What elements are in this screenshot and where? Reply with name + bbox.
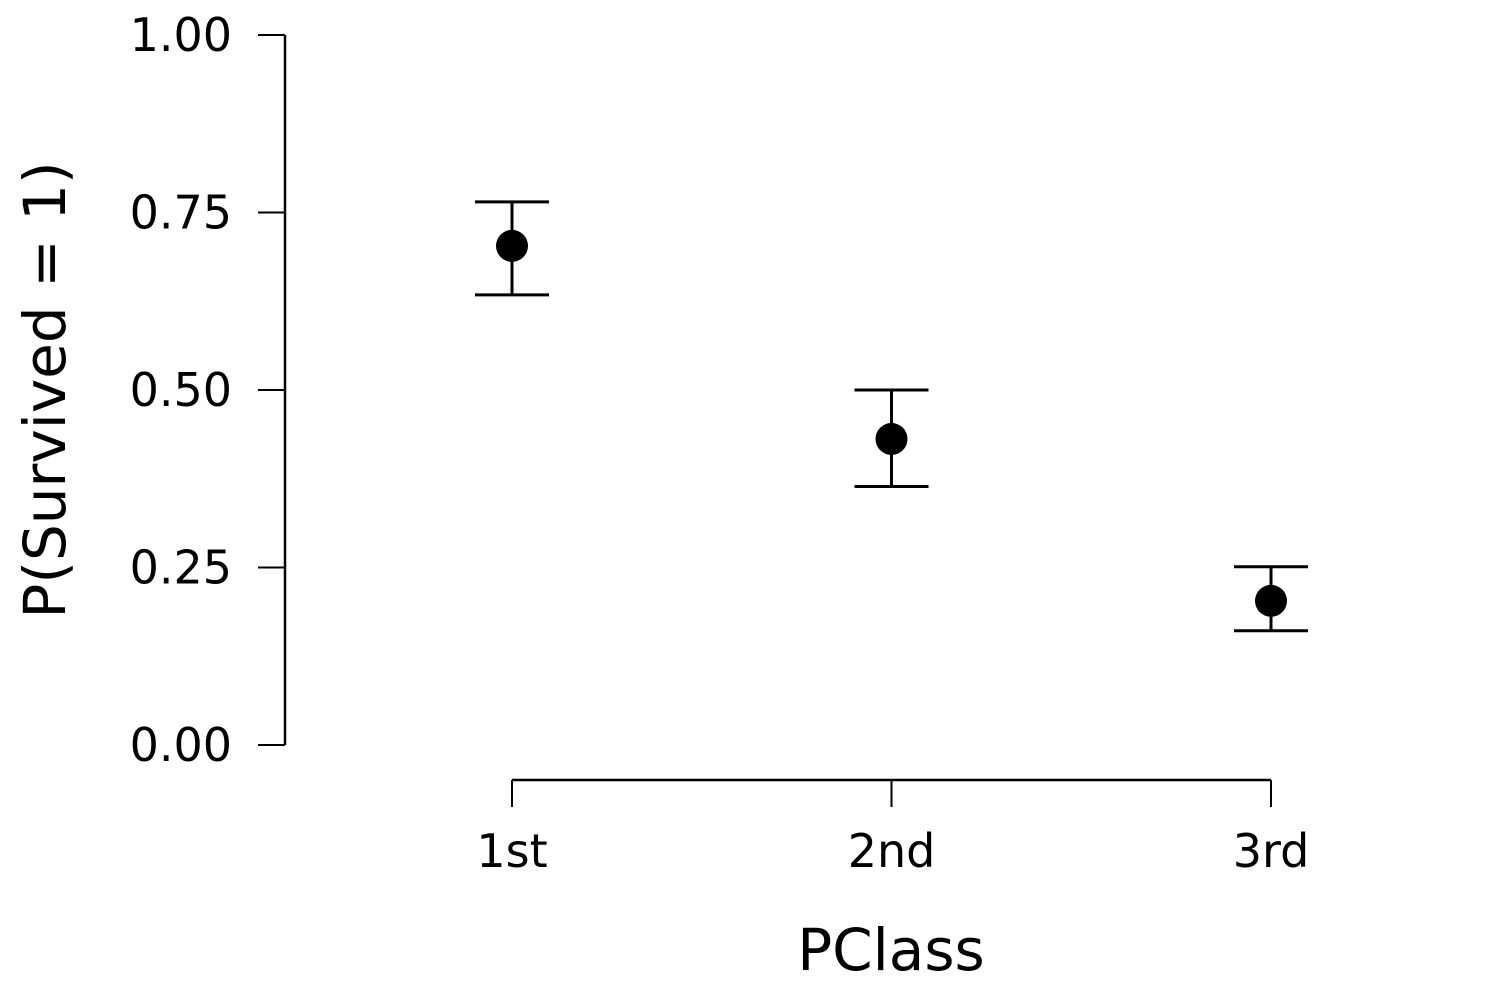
x-axis-title: PClass [797,916,985,984]
x-axis: 1st 2nd 3rd [476,778,1310,878]
y-tick-label: 0.75 [130,186,232,240]
data-point [1255,584,1287,617]
y-tick-label: 0.00 [130,718,232,772]
x-tick-label: 1st [476,824,547,878]
y-tick-label: 0.50 [130,363,232,417]
x-tick-label: 2nd [848,824,936,878]
data-point [875,422,908,455]
x-tick-label: 3rd [1233,824,1310,878]
y-axis-title: P(Survived = 1) [11,161,79,618]
y-tick-label: 1.00 [130,8,232,62]
y-tick-label: 0.25 [130,541,232,595]
y-axis: 0.00 0.25 0.50 0.75 1.00 [130,8,287,772]
data-point [496,229,528,262]
data-marks [475,200,1308,633]
